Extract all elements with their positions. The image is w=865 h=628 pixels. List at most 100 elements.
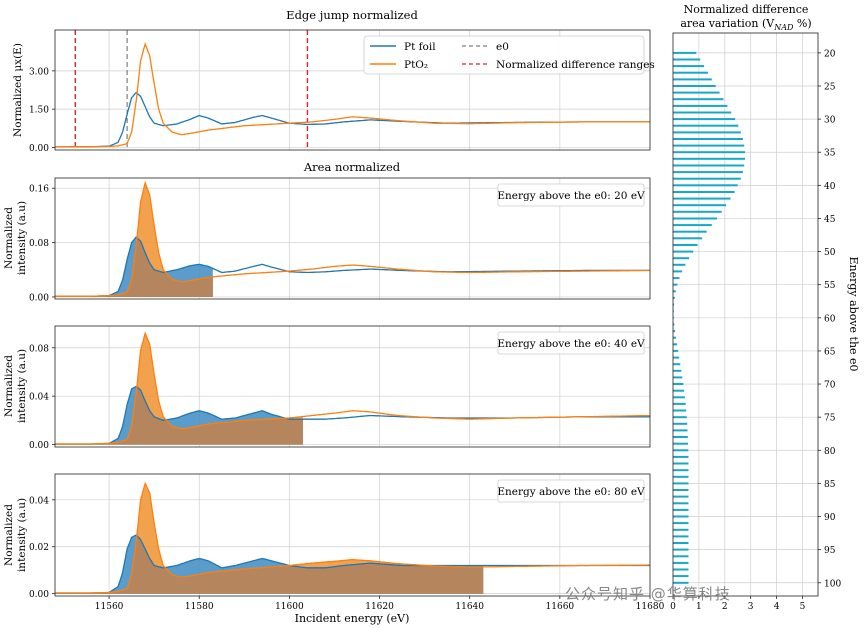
vnad-bar: [673, 171, 743, 174]
vnad-y-tick-label: 70: [824, 381, 836, 391]
area20-annotation-box: [497, 183, 645, 207]
area80-axes-frame: [54, 473, 651, 597]
vnad-bar: [673, 210, 722, 213]
area20-ylabel-1: Normalized: [3, 207, 15, 269]
vnad-bar: [673, 91, 720, 94]
vnad-bar: [673, 237, 702, 240]
y-tick-label: 0.04: [29, 393, 49, 403]
vnad-bar: [673, 303, 674, 306]
vnad-bar: [673, 436, 688, 438]
vnad-axes-frame: [672, 32, 819, 597]
vnad-bar: [673, 277, 680, 280]
vnad-y-tick-label: 95: [824, 546, 836, 556]
vnad-bar: [673, 389, 685, 392]
vnad-bar: [673, 522, 689, 525]
area20-annotation: Energy above the e0: 20 eV: [497, 190, 645, 202]
vnad-bar: [673, 409, 687, 412]
vnad-bar: [673, 568, 689, 571]
vnad-bar: [673, 515, 689, 518]
vnad-bar: [673, 250, 694, 253]
area80-series: [55, 481, 650, 594]
edge-title: Edge jump normalized: [286, 8, 418, 22]
y-tick-label: 0.02: [29, 543, 49, 553]
vnad-y-tick-label: 25: [824, 82, 836, 92]
area40-ylabel-2: intensity (a.u): [16, 349, 28, 423]
vnad-x-tick-label: 4: [774, 602, 780, 612]
vnad-bar: [673, 349, 679, 352]
vnad-bar: [673, 124, 739, 127]
vnad-bar: [673, 98, 724, 101]
edge-legend: Pt foil PtO₂ e0 Normalized difference ra…: [363, 35, 655, 75]
vnad-bar: [673, 422, 688, 425]
vnad-bar: [673, 184, 738, 187]
vnad-x-tick-label: 2: [722, 602, 728, 612]
vnad-bar: [673, 363, 681, 366]
vnad-bar: [673, 131, 741, 134]
area40-series: [55, 331, 651, 445]
legend-e0-label: e0: [496, 41, 509, 53]
vnad-bar: [673, 65, 705, 68]
vnad-title-a: area variation (V: [680, 17, 775, 30]
vnad-x-tick-label: 1: [696, 602, 702, 612]
vnad-bar: [673, 455, 689, 458]
vnad-bar: [673, 197, 731, 200]
legend-pto2-label: PtO₂: [404, 59, 428, 71]
y-tick-label: 0.08: [29, 239, 49, 249]
vnad-bar: [673, 548, 689, 551]
vnad-bar: [673, 581, 689, 584]
vnad-bar: [673, 316, 674, 319]
x-tick-label: 11680: [636, 602, 665, 612]
legend-frame: [363, 35, 645, 75]
y-tick-label: 0.04: [29, 496, 49, 506]
vnad-bar: [673, 263, 686, 266]
y-tick-label: 0.00: [29, 293, 49, 303]
x-tick-label: 11620: [365, 602, 394, 612]
area80-annotation: Energy above the e0: 80 eV: [497, 486, 645, 498]
vnad-y-tick-label: 65: [824, 347, 836, 357]
vnad-x-tick-label: 0: [670, 602, 676, 612]
vnad-bar: [673, 336, 677, 339]
edge-ylabel: Normalized μx(E): [12, 43, 24, 137]
y-tick-label: 0.00: [29, 144, 49, 154]
vnad-bar: [673, 449, 689, 452]
vnad-bar: [673, 469, 689, 472]
x-tick-label: 11660: [546, 602, 575, 612]
vnad-y-tick-label: 35: [824, 149, 836, 159]
area80-ylabel-1: Normalized: [3, 504, 15, 566]
vnad-bar: [673, 416, 687, 419]
vnad-x-tick-label: 5: [800, 602, 806, 612]
vnad-bar: [673, 495, 689, 498]
area80-annotation-box: [497, 479, 645, 503]
edge-ranges: [74, 30, 309, 150]
area40-ylabel-1: Normalized: [3, 355, 15, 417]
vnad-bar: [673, 561, 689, 564]
vnad-y-tick-label: 80: [824, 447, 836, 457]
vnad-bar: [673, 555, 689, 558]
vnad-bar: [673, 462, 689, 465]
vnad-y-tick-label: 60: [824, 314, 836, 324]
y-tick-label: 0.00: [29, 590, 49, 600]
vnad-bar: [673, 489, 689, 491]
watermark: 公众号知乎 @华算科技: [565, 585, 731, 603]
vnad-title-line2: area variation (VNAD %): [680, 17, 811, 32]
vnad-bar: [673, 310, 674, 313]
vnad-bar: [673, 191, 735, 193]
vnad-title-line1: Normalized difference: [684, 3, 809, 16]
pt-foil-line: [55, 91, 650, 148]
vnad-bar: [673, 508, 689, 511]
vnad-bar: [673, 290, 676, 293]
edge-series: [55, 41, 650, 148]
vnad-title-end: %): [793, 17, 811, 30]
vnad-bar: [673, 396, 685, 399]
vnad-y-tick-label: 20: [824, 49, 836, 59]
legend-pt-label: Pt foil: [404, 41, 436, 53]
x-tick-label: 11640: [455, 602, 484, 612]
vnad-y-tick-label: 50: [824, 248, 836, 258]
vnad-bar: [673, 369, 682, 372]
vnad-bar: [673, 270, 683, 273]
y-tick-label: 0.16: [29, 185, 49, 195]
area40-annotation: Energy above the e0: 40 eV: [497, 338, 645, 350]
x-tick-label: 11560: [95, 602, 124, 612]
vnad-bar: [673, 78, 712, 81]
